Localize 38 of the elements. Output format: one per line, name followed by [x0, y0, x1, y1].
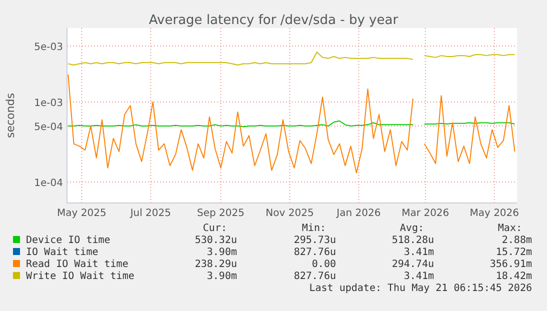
legend-label: Read IO Wait time — [26, 259, 128, 270]
text: 238.29u — [194, 259, 237, 270]
text: 18.42m — [496, 271, 532, 282]
legend-label: IO Wait time — [26, 247, 98, 258]
chart-title: Average latency for /dev/sda - by year — [148, 13, 399, 28]
legend-label: Device IO time — [26, 235, 110, 246]
text: 295.73u — [294, 235, 336, 246]
text: 3.90m — [206, 271, 237, 282]
y-tick-label: 1e-03 — [34, 98, 63, 109]
x-tick-label: Nov 2025 — [266, 208, 314, 219]
text: 827.76u — [294, 271, 336, 282]
y-tick-label: 5e-03 — [34, 42, 63, 54]
text: 0.00 — [312, 259, 336, 270]
text: 518.28u — [392, 235, 434, 246]
text: Min: — [302, 223, 326, 234]
text: 15.72m — [496, 247, 532, 258]
text: Avg: — [400, 223, 424, 234]
text: 294.74u — [392, 259, 434, 270]
text: Max: — [498, 223, 522, 234]
text: 3.41m — [404, 247, 434, 258]
text: 530.32u — [194, 235, 237, 246]
x-tick-label: Mar 2026 — [402, 208, 450, 219]
legend-label: Write IO Wait time — [26, 271, 134, 282]
y-tick-label: 1e-04 — [34, 178, 63, 189]
text: 827.76u — [294, 247, 336, 258]
x-tick-label: May 2025 — [57, 208, 106, 219]
text: Cur: — [202, 223, 227, 234]
x-tick-label: Jul 2025 — [129, 208, 172, 219]
text: 3.90m — [206, 247, 237, 258]
text: 356.91m — [490, 259, 532, 270]
text: 3.41m — [404, 271, 434, 282]
x-tick-label: Jan 2026 — [336, 208, 381, 219]
x-tick-label: Sep 2025 — [197, 208, 245, 219]
text: Last update: Thu May 21 06:15:45 2026 — [309, 283, 532, 294]
y-tick-label: 5e-04 — [34, 122, 63, 134]
x-tick-label: May 2026 — [470, 208, 520, 219]
text: 2.88m — [502, 235, 532, 246]
y-axis-title: seconds — [4, 92, 17, 138]
